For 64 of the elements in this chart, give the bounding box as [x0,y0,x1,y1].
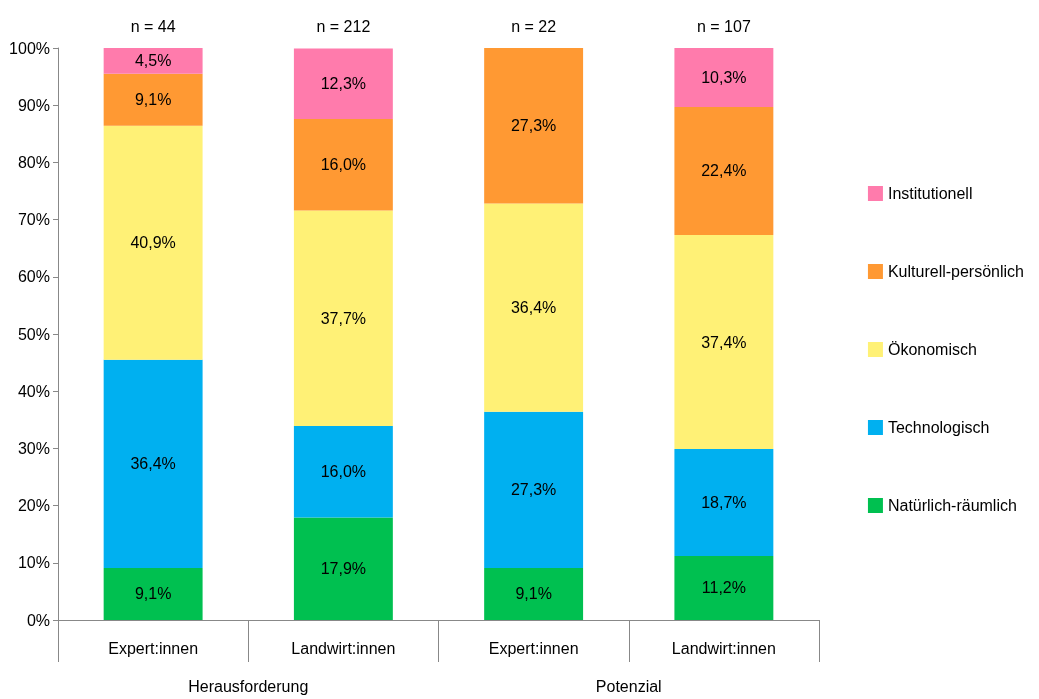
x-tick-label: Landwirt:innen [671,639,776,657]
y-tick-label: 40% [17,382,50,400]
data-label: 16,0% [320,463,367,481]
bar [484,567,584,620]
bar [484,48,584,204]
y-tick-label: 20% [17,497,50,515]
bar [293,517,393,620]
data-label: 4,5% [134,52,172,70]
bar [103,125,203,360]
data-label: 16,0% [320,156,367,174]
text: n = 44 [130,17,176,35]
data-label: 37,7% [320,309,367,327]
legend-label: Technologisch [887,419,990,436]
y-tick-label: 30% [17,439,50,457]
data-label: 9,1% [515,585,552,603]
y-tick-label: 50% [17,325,50,343]
data-label: 17,9% [320,560,367,578]
data-label: 10,3% [701,68,747,86]
legend-label: Kulturell-persönlich [887,263,1024,280]
bar [674,448,774,556]
y-tick-label: 60% [17,268,50,286]
x-tick-label: Expert:innen [488,639,579,657]
data-label: 9,1% [134,91,172,109]
bar [293,210,393,427]
bar [293,118,393,211]
legend-label: Ökonomisch [887,341,977,358]
text: n = 22 [511,17,557,35]
data-label: 22,4% [701,162,747,180]
data-label: 12,3% [320,75,367,93]
data-label: 11,2% [701,579,746,597]
bar [674,555,774,620]
bar [674,48,774,107]
data-label: 37,4% [701,333,747,351]
data-label: 18,7% [701,493,747,511]
data-label: 36,4% [510,299,557,317]
bar [103,48,203,74]
text: n = 212 [316,17,371,35]
y-tick-label: 80% [17,153,50,171]
bar [103,359,203,568]
x-tick-label: Expert:innen [108,639,199,657]
bar [103,73,203,126]
data-label: 27,3% [510,481,557,499]
bar [674,106,774,236]
text: n = 107 [696,17,751,35]
bar [484,411,584,568]
text: Herausforderung [188,677,309,695]
legend-label: Institutionell [887,185,973,202]
y-tick-label: 100% [9,39,50,57]
legend-label: Natürlich-räumlich [887,497,1017,514]
bar [293,426,393,518]
data-label: 40,9% [130,234,176,252]
y-tick-label: 70% [17,211,50,229]
data-label: 27,3% [510,117,557,135]
bar [674,235,774,449]
bar [103,567,203,620]
text: Potenzial [595,677,662,695]
data-label: 9,1% [134,585,172,603]
x-tick-label: Landwirt:innen [291,639,396,657]
data-label: 36,4% [130,455,176,473]
y-tick-label: 0% [26,611,50,629]
bar [293,48,393,119]
y-tick-label: 10% [17,554,50,572]
y-tick-label: 90% [17,96,50,114]
bar [484,203,584,412]
